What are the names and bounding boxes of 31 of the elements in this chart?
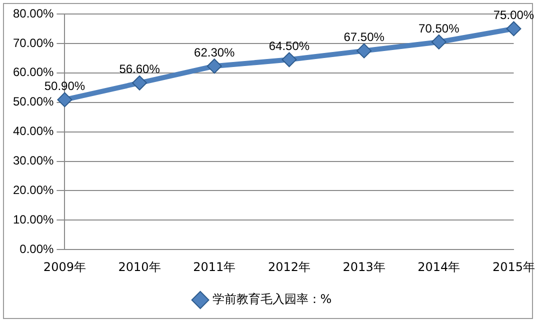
y-tick-label: 60.00% (12, 65, 54, 80)
y-tick-label: 70.00% (12, 36, 54, 50)
data-label: 75.00% (493, 8, 534, 22)
y-tick-label: 50.00% (12, 94, 54, 109)
point (506, 21, 522, 36)
y-tick-label: 0.00% (20, 242, 54, 256)
data-label: 50.90% (44, 79, 86, 94)
point (132, 75, 148, 90)
data-label: 70.50% (418, 21, 460, 36)
data-label: 64.50% (268, 38, 310, 53)
x-tick-label: 2009年 (43, 260, 86, 274)
legend-label: 学前教育毛入园率：% (212, 292, 332, 306)
point (282, 52, 297, 68)
point (356, 43, 372, 58)
x-tick-label: 2010年 (118, 260, 161, 274)
x-tick-label: 2015年 (492, 260, 536, 274)
y-tick-label: 10.00% (12, 212, 54, 226)
data-label: 67.50% (344, 30, 385, 44)
point (206, 58, 222, 74)
data-label: 56.60% (119, 62, 160, 76)
x-tick-label: 2014年 (418, 260, 460, 274)
x-tick-label: 2012年 (268, 260, 310, 274)
point (57, 92, 72, 108)
x-tick-label: 2011年 (193, 260, 236, 274)
y-tick-label: 80.00% (12, 6, 54, 20)
point (431, 34, 446, 50)
y-tick-label: 30.00% (12, 154, 54, 168)
y-tick-label: 40.00% (12, 124, 54, 138)
y-tick-label: 20.00% (12, 183, 54, 198)
x-tick-label: 2013年 (342, 260, 386, 274)
data-label: 62.30% (194, 45, 236, 60)
